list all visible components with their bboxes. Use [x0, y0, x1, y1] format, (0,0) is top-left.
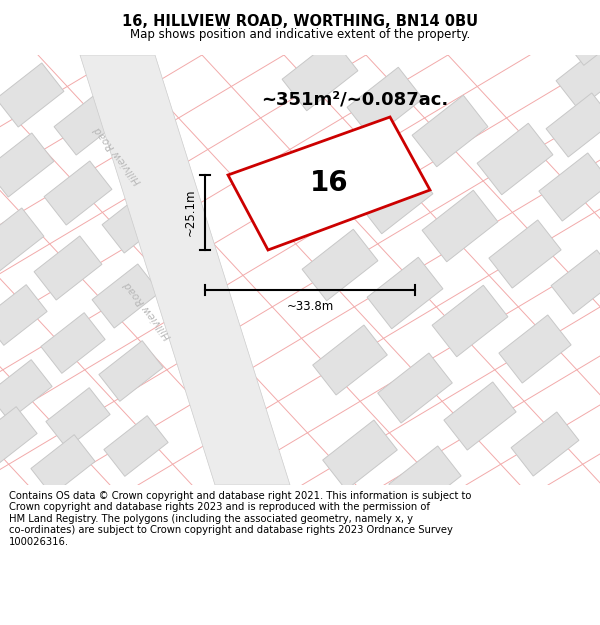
- Polygon shape: [511, 412, 579, 476]
- Polygon shape: [444, 382, 516, 450]
- Polygon shape: [0, 359, 52, 421]
- Polygon shape: [99, 341, 163, 401]
- Polygon shape: [302, 229, 378, 301]
- Text: ~25.1m: ~25.1m: [184, 189, 197, 236]
- Polygon shape: [551, 250, 600, 314]
- Polygon shape: [0, 407, 37, 468]
- Polygon shape: [282, 39, 358, 111]
- Polygon shape: [0, 208, 44, 272]
- Text: 16: 16: [310, 169, 349, 197]
- Polygon shape: [477, 123, 553, 195]
- Text: ~351m²/~0.087ac.: ~351m²/~0.087ac.: [262, 91, 449, 109]
- Polygon shape: [0, 284, 47, 346]
- Polygon shape: [347, 68, 423, 139]
- Polygon shape: [422, 190, 498, 262]
- Polygon shape: [313, 325, 388, 395]
- Polygon shape: [323, 420, 397, 490]
- Polygon shape: [80, 55, 290, 485]
- Polygon shape: [0, 63, 64, 127]
- Polygon shape: [546, 93, 600, 157]
- Polygon shape: [54, 91, 122, 155]
- Text: Hillview Road: Hillview Road: [122, 279, 173, 341]
- Text: Hillview Road: Hillview Road: [92, 124, 143, 186]
- Polygon shape: [44, 161, 112, 225]
- Polygon shape: [292, 134, 368, 206]
- Polygon shape: [46, 388, 110, 448]
- Polygon shape: [357, 162, 433, 234]
- Text: Contains OS data © Crown copyright and database right 2021. This information is : Contains OS data © Crown copyright and d…: [9, 491, 472, 547]
- Polygon shape: [389, 446, 461, 514]
- Polygon shape: [102, 189, 170, 253]
- Polygon shape: [367, 258, 443, 329]
- Polygon shape: [104, 416, 168, 476]
- Polygon shape: [412, 95, 488, 167]
- Polygon shape: [92, 264, 160, 328]
- Text: ~33.8m: ~33.8m: [286, 300, 334, 313]
- Polygon shape: [432, 285, 508, 357]
- Polygon shape: [31, 434, 95, 496]
- Text: 16, HILLVIEW ROAD, WORTHING, BN14 0BU: 16, HILLVIEW ROAD, WORTHING, BN14 0BU: [122, 14, 478, 29]
- Polygon shape: [499, 315, 571, 383]
- Text: Map shows position and indicative extent of the property.: Map shows position and indicative extent…: [130, 28, 470, 41]
- Polygon shape: [539, 153, 600, 221]
- Polygon shape: [228, 117, 430, 250]
- Polygon shape: [377, 353, 452, 423]
- Polygon shape: [563, 4, 600, 66]
- Polygon shape: [34, 236, 102, 300]
- Polygon shape: [41, 312, 105, 373]
- Polygon shape: [556, 45, 600, 109]
- Polygon shape: [0, 133, 54, 197]
- Polygon shape: [112, 119, 180, 183]
- Polygon shape: [489, 220, 561, 288]
